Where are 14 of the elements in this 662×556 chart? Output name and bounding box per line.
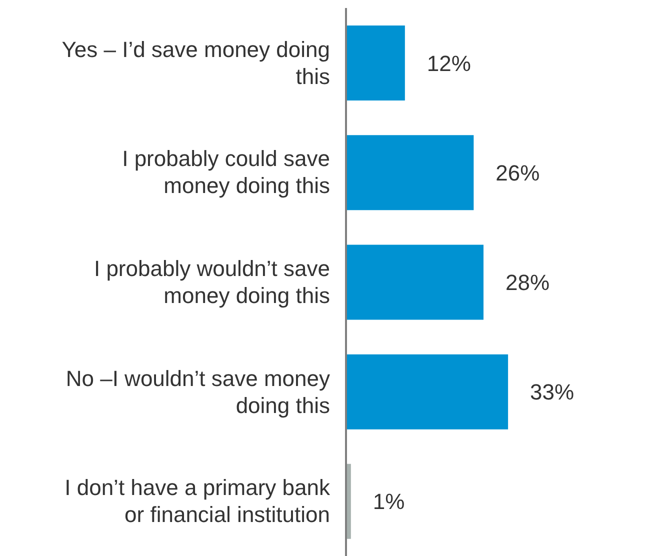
- data-label: 33%: [530, 380, 574, 405]
- y-tick-label: I probably could save money doing this: [121, 145, 330, 200]
- bar: [346, 244, 484, 320]
- y-tick-label: No –I wouldn’t save money doing this: [64, 364, 330, 419]
- y-tick-label: I probably wouldn’t save money doing this: [92, 255, 330, 309]
- data-label: 26%: [496, 160, 540, 186]
- y-tick-label: Yes – I’d save money doing this: [60, 36, 330, 90]
- data-label: 12%: [426, 50, 471, 76]
- bar: [346, 354, 508, 430]
- bar: [346, 26, 405, 101]
- bar: [346, 135, 474, 210]
- y-tick-label: I don’t have a primary bank or financial institution: [64, 474, 330, 528]
- data-label: 1%: [372, 489, 405, 514]
- data-label: 28%: [506, 270, 550, 296]
